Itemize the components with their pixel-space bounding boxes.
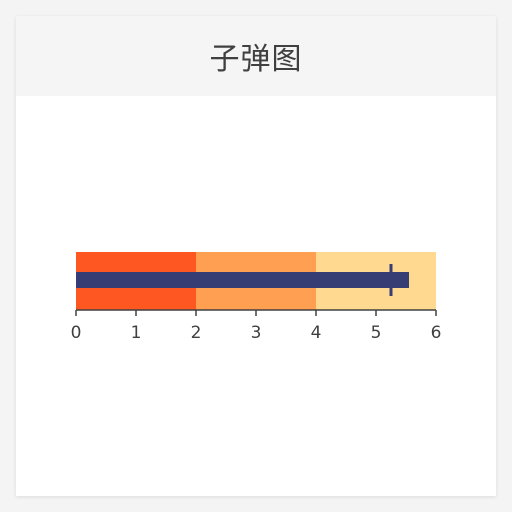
x-axis: 0 1 2 3 4 5 6 [71,309,442,343]
card-header: 子弹图 [16,16,496,96]
chart-card: 子弹图 0 1 2 3 4 5 6 [16,16,496,496]
x-tick-label-2: 2 [191,323,202,343]
measure-bar [76,272,409,288]
x-tick-label-1: 1 [131,323,142,343]
x-tick-label-6: 6 [431,323,442,343]
x-tick-label-0: 0 [71,323,82,343]
measure-layer [76,264,409,296]
chart-title: 子弹图 [209,42,303,77]
bullet-chart: 0 1 2 3 4 5 6 [71,252,442,343]
x-tick-label-5: 5 [371,323,382,343]
x-tick-label-3: 3 [251,323,262,343]
target-marker [389,264,393,296]
x-tick-label-4: 4 [311,323,322,343]
